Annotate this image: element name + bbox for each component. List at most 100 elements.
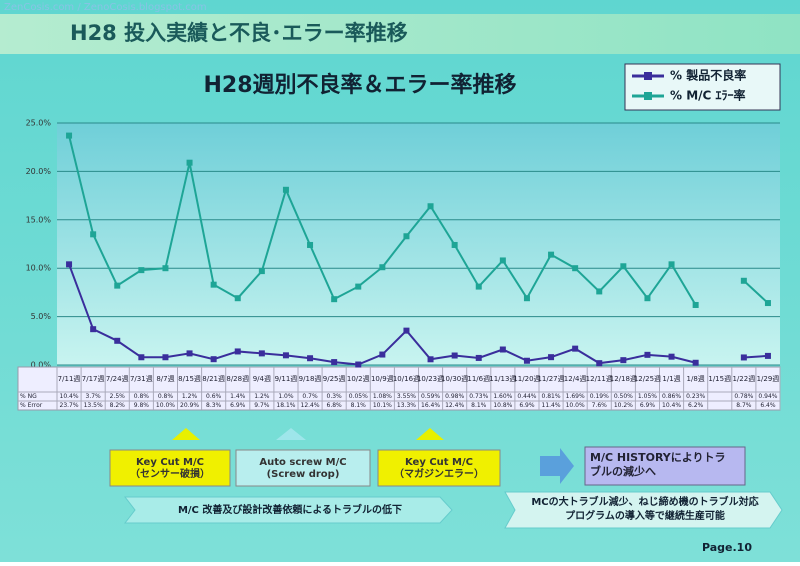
- annotation-box: [235, 449, 371, 487]
- chart-title: H28週別不良率＆エラー率推移: [203, 72, 516, 98]
- x-tick-label: 8/28週: [226, 374, 249, 383]
- annotation-text: (Screw drop): [267, 469, 340, 480]
- data-label: 0.05%: [349, 393, 368, 400]
- data-label: 6.9%: [519, 402, 535, 409]
- data-label: 8.1%: [471, 402, 487, 409]
- annotation-box: [584, 446, 746, 486]
- data-point: [331, 359, 338, 366]
- data-label: 6.2%: [688, 402, 704, 409]
- data-point: [668, 261, 675, 268]
- x-tick-label: 9/11週: [275, 374, 298, 383]
- x-tick-label: 1/29週: [757, 374, 780, 383]
- data-label: 6.4%: [760, 402, 776, 409]
- arrow-up: [416, 428, 444, 440]
- data-label: 13.3%: [397, 402, 416, 409]
- x-tick-label: 1/8週: [687, 374, 705, 383]
- data-point: [548, 354, 555, 361]
- x-tick-label: 10/9週: [371, 374, 394, 383]
- data-label: 12.4%: [445, 402, 464, 409]
- data-label: 8.1%: [351, 402, 367, 409]
- data-label: 3.55%: [397, 393, 416, 400]
- data-label: 16.4%: [421, 402, 440, 409]
- x-tick-label: 1/22週: [732, 374, 755, 383]
- data-point: [66, 261, 73, 268]
- data-point: [692, 301, 699, 308]
- annotation-text: M/C 改善及び設計改善依頼によるトラブルの低下: [178, 503, 402, 516]
- x-tick-label: 9/25週: [323, 374, 346, 383]
- data-point: [620, 263, 627, 270]
- data-label: 0.8%: [158, 393, 174, 400]
- data-point: [138, 267, 145, 274]
- x-tick-label: 11/6週: [467, 374, 490, 383]
- data-point: [475, 354, 482, 361]
- x-tick-label: 10/16週: [393, 374, 420, 383]
- data-label: 6.9%: [640, 402, 656, 409]
- data-label: 6.9%: [230, 402, 246, 409]
- x-tick-label: 12/18週: [610, 374, 637, 383]
- data-label: 0.7%: [302, 393, 318, 400]
- data-point: [258, 268, 265, 275]
- data-label: 0.86%: [662, 393, 681, 400]
- data-label: 1.69%: [566, 393, 585, 400]
- annotation-text: （センサー破損）: [130, 467, 210, 480]
- data-label: 10.8%: [493, 402, 512, 409]
- data-label: 1.4%: [230, 393, 246, 400]
- data-point: [668, 353, 675, 360]
- arrow-banner: [504, 491, 783, 529]
- header-bar: [0, 14, 800, 54]
- y-tick-label: 0.0%: [31, 361, 52, 370]
- data-point: [186, 159, 193, 166]
- data-point: [186, 350, 193, 357]
- data-point: [379, 264, 386, 271]
- data-point: [258, 350, 265, 357]
- data-label: 9.8%: [134, 402, 150, 409]
- annotation-text: Key Cut M/C: [405, 457, 473, 468]
- x-tick-label: 12/25週: [634, 374, 661, 383]
- x-tick-label: 7/11週: [58, 374, 81, 383]
- data-label: 0.6%: [206, 393, 222, 400]
- data-label: 8.7%: [736, 402, 752, 409]
- x-tick-label: 1/15週: [708, 374, 731, 383]
- data-point: [282, 186, 289, 193]
- arrow-right: [540, 448, 574, 484]
- data-point: [764, 352, 771, 359]
- table-row-label: % Error: [20, 402, 43, 409]
- data-point: [451, 241, 458, 248]
- data-point: [355, 361, 362, 368]
- y-tick-label: 25.0%: [26, 119, 52, 128]
- data-label: 0.78%: [734, 393, 753, 400]
- x-tick-label: 10/23週: [417, 374, 444, 383]
- x-tick-label: 8/7週: [156, 374, 174, 383]
- y-tick-label: 5.0%: [31, 312, 52, 321]
- annotation-text: （マガジンエラー）: [394, 467, 484, 480]
- data-label: 23.7%: [60, 402, 79, 409]
- annotation-text: Auto screw M/C: [259, 457, 346, 468]
- data-label: 10.2%: [614, 402, 633, 409]
- x-tick-label: 10/30週: [441, 374, 468, 383]
- data-point: [114, 282, 121, 289]
- x-tick-label: 9/18週: [299, 374, 322, 383]
- data-label: 3.7%: [86, 393, 102, 400]
- annotation-box: [377, 449, 501, 487]
- legend-marker: [644, 92, 652, 100]
- watermark: ZenCosis.com / ZenoCosis.blogspot.com: [4, 2, 207, 13]
- header-title: H28 投入実績と不良･エラー率推移: [70, 21, 408, 45]
- data-label: 7.6%: [592, 402, 608, 409]
- data-point: [162, 265, 169, 272]
- data-point: [764, 300, 771, 307]
- data-point: [572, 265, 579, 272]
- data-label: 10.4%: [60, 393, 79, 400]
- data-point: [282, 352, 289, 359]
- data-label: 10.4%: [662, 402, 681, 409]
- legend-label: % M/C ｴﾗｰ率: [670, 88, 746, 103]
- y-tick-label: 15.0%: [26, 215, 52, 224]
- x-tick-label: 8/21週: [202, 374, 225, 383]
- data-label: 18.1%: [276, 402, 295, 409]
- y-tick-label: 10.0%: [26, 264, 52, 273]
- data-label: 10.0%: [156, 402, 175, 409]
- data-point: [403, 327, 410, 334]
- arrow-banner: [123, 496, 453, 524]
- data-point: [307, 355, 314, 362]
- data-point: [114, 337, 121, 344]
